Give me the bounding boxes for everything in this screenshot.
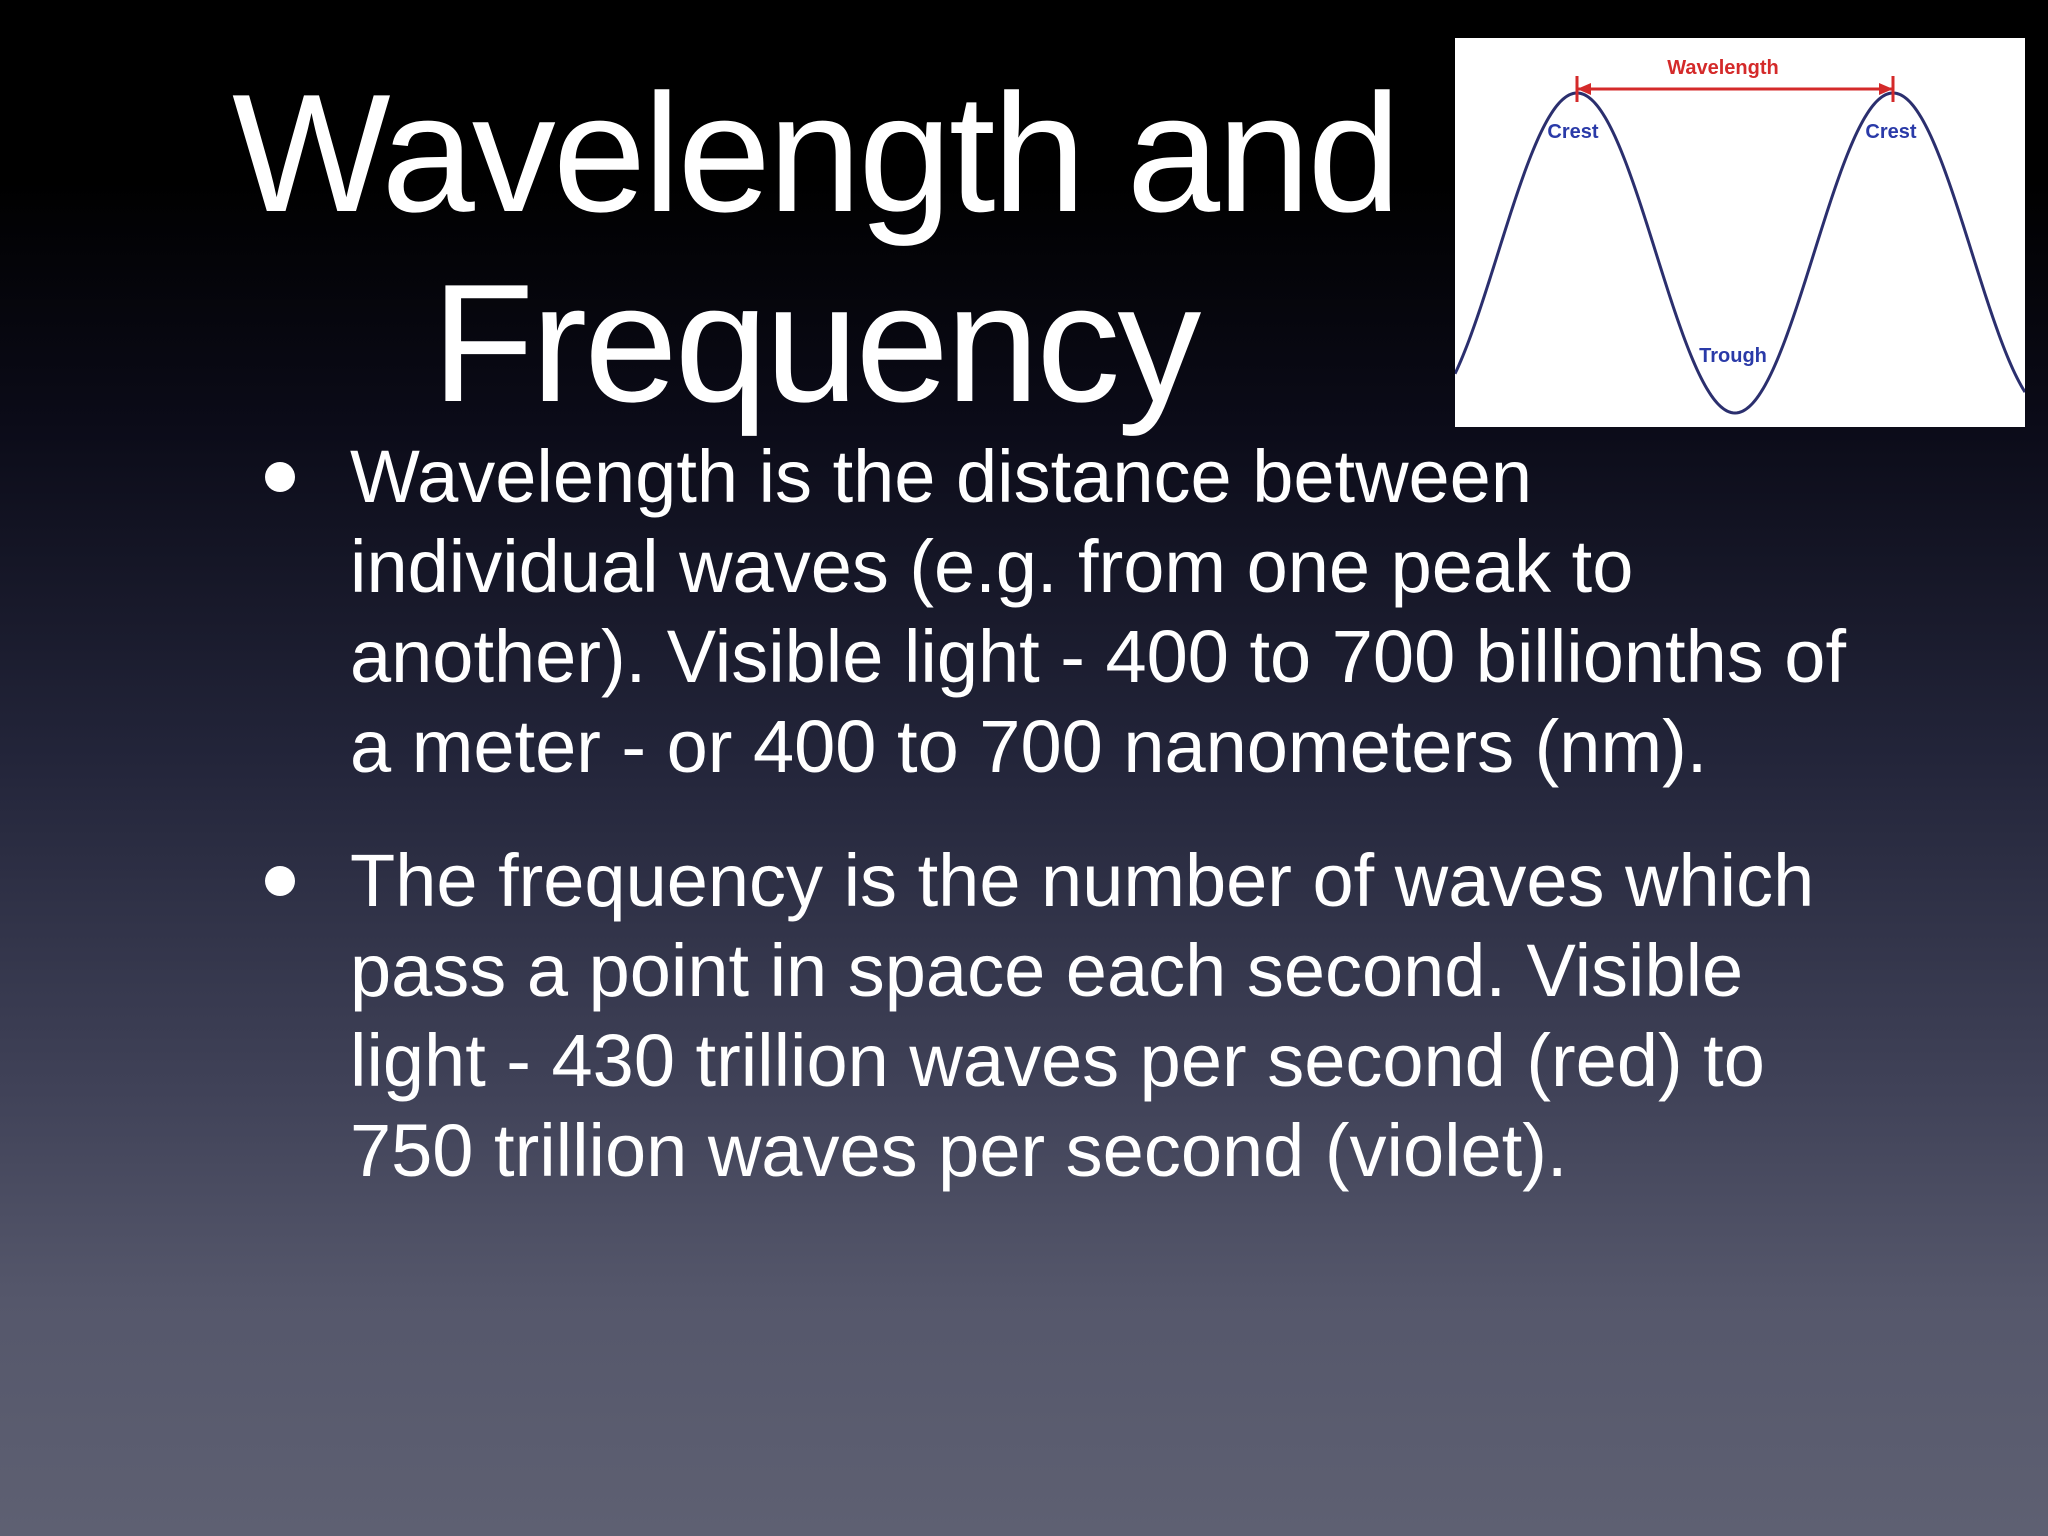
trough-label: Trough [1699, 345, 1767, 367]
bullet-text-wavelength: Wavelength is the distance between indiv… [350, 435, 1847, 788]
wavelength-arrow-left [1577, 83, 1591, 95]
slide-title-line-2: Frequency [431, 249, 1202, 437]
bullet-item: Wavelength is the distance between indiv… [255, 432, 1855, 792]
wavelength-arrow-right [1879, 83, 1893, 95]
bullet-dot [265, 866, 295, 896]
slide-title-line-1: Wavelength and [232, 59, 1401, 247]
wave-diagram: Wavelength Crest Crest Trough [1455, 38, 2025, 427]
sine-wave [1455, 91, 2025, 415]
wavelength-label: Wavelength [1667, 57, 1779, 79]
bullet-list: Wavelength is the distance between indiv… [255, 432, 1855, 1240]
crest-label-right: Crest [1865, 121, 1916, 143]
bullet-text-frequency: The frequency is the number of waves whi… [350, 839, 1815, 1192]
bullet-dot [265, 462, 295, 492]
slide-title: Wavelength and Frequency [230, 58, 1401, 438]
bullet-item: The frequency is the number of waves whi… [255, 836, 1855, 1196]
wave-diagram-svg: Wavelength Crest Crest Trough [1455, 57, 2025, 415]
crest-label-left: Crest [1547, 121, 1598, 143]
